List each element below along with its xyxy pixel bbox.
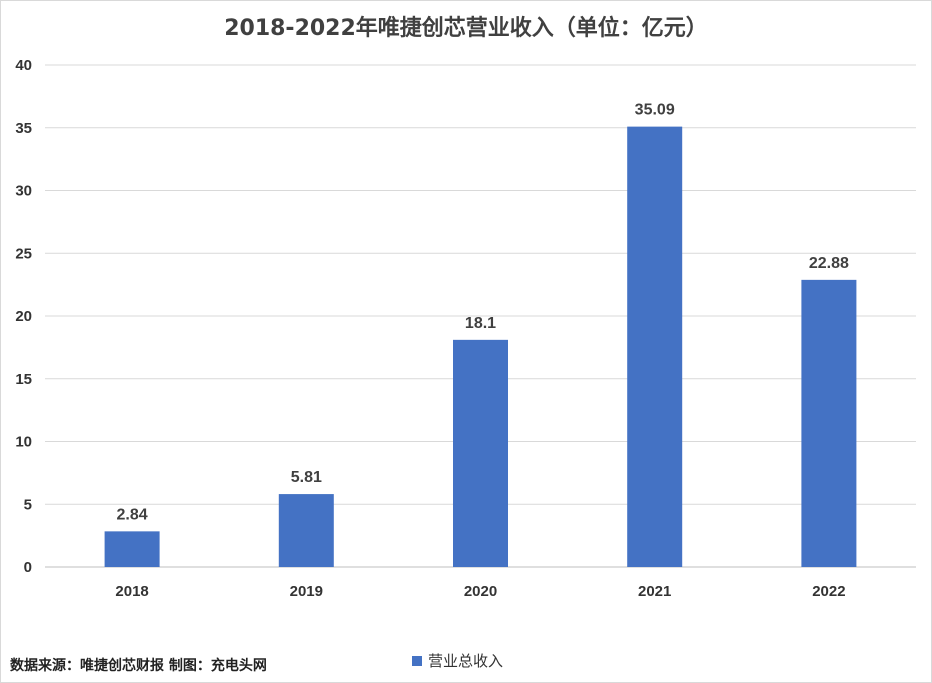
y-tick-label: 40 xyxy=(15,57,32,74)
y-tick-label: 5 xyxy=(24,496,32,513)
legend-label: 营业总收入 xyxy=(428,652,504,670)
y-tick-label: 30 xyxy=(15,183,32,200)
y-tick-label: 25 xyxy=(15,245,32,262)
source-note: 数据来源：唯捷创芯财报 制图：充电头网 xyxy=(10,658,267,674)
data-label-2020: 18.1 xyxy=(465,315,496,332)
bar-2021 xyxy=(627,126,683,568)
legend-swatch xyxy=(412,655,422,666)
y-tick-label: 20 xyxy=(15,308,32,325)
chart-title: 2018-2022年唯捷创芯营业收入（单位：亿元） xyxy=(224,16,708,41)
data-label-2022: 22.88 xyxy=(809,255,849,272)
bar-2022 xyxy=(801,279,857,567)
data-label-2021: 35.09 xyxy=(635,102,675,119)
x-tick-label-2018: 2018 xyxy=(115,583,148,600)
y-tick-label: 15 xyxy=(15,371,32,388)
data-label-2018: 2.84 xyxy=(117,506,148,523)
x-tick-label-2019: 2019 xyxy=(290,583,323,600)
legend: 营业总收入 xyxy=(412,650,503,671)
x-tick-label-2021: 2021 xyxy=(638,583,671,600)
data-label-2019: 5.81 xyxy=(291,469,322,486)
y-tick-label: 0 xyxy=(24,559,32,576)
x-tick-label-2020: 2020 xyxy=(464,583,497,600)
bar-2018 xyxy=(104,531,160,567)
x-tick-label-2022: 2022 xyxy=(812,583,845,600)
y-tick-label: 10 xyxy=(15,434,32,451)
y-tick-label: 35 xyxy=(15,120,32,137)
bar-2019 xyxy=(278,494,334,567)
bar-2020 xyxy=(453,339,508,567)
